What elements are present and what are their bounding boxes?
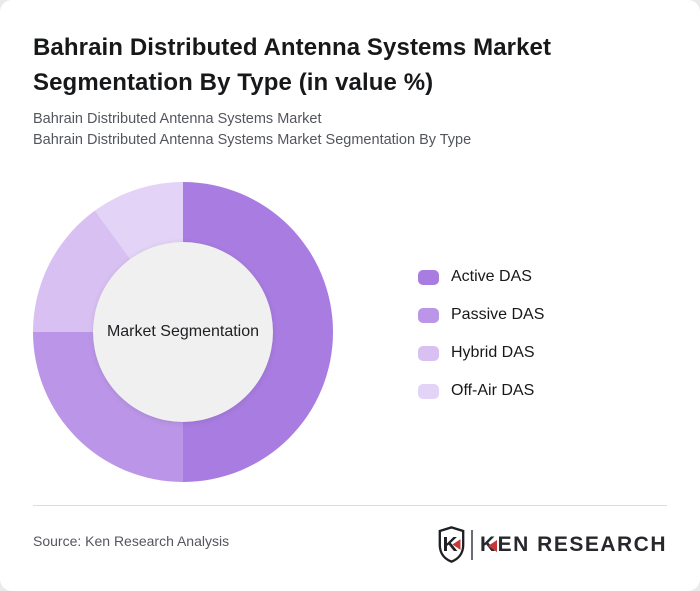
legend-swatch-passive-das	[418, 307, 439, 323]
subtitle-block: Bahrain Distributed Antenna Systems Mark…	[33, 109, 471, 151]
logo-rest: EN RESEARCH	[497, 532, 667, 556]
subtitle-line-1: Bahrain Distributed Antenna Systems Mark…	[33, 111, 322, 127]
svg-text:K: K	[443, 533, 458, 556]
logo-wordmark: K EN RESEARCH	[480, 533, 667, 557]
chart-legend: Active DAS Passive DAS Hybrid DAS Off-Ai…	[418, 268, 544, 420]
legend-label: Passive DAS	[451, 306, 545, 323]
donut-chart: Market Segmentation	[33, 182, 333, 482]
legend-item-off-air-das: Off-Air DAS	[418, 382, 544, 400]
source-text: Source: Ken Research Analysis	[33, 533, 230, 549]
legend-item-passive-das: Passive DAS	[418, 306, 544, 324]
page-title: Bahrain Distributed Antenna Systems Mark…	[33, 34, 552, 96]
legend-item-active-das: Active DAS	[418, 268, 544, 286]
logo-red-triangle-icon	[487, 539, 497, 552]
footer-divider	[33, 505, 667, 506]
subtitle-line-2: Bahrain Distributed Antenna Systems Mark…	[33, 132, 472, 148]
legend-item-hybrid-das: Hybrid DAS	[418, 344, 544, 362]
legend-label: Active DAS	[451, 268, 532, 285]
legend-label: Off-Air DAS	[451, 382, 535, 399]
ken-research-shield-icon: K	[438, 526, 465, 563]
ken-research-logo: K K EN RESEARCH	[438, 526, 667, 563]
legend-swatch-active-das	[418, 269, 439, 285]
legend-label: Hybrid DAS	[451, 344, 535, 361]
donut-center: Market Segmentation	[93, 242, 273, 422]
donut-center-label: Market Segmentation	[106, 323, 260, 340]
legend-swatch-off-air-das	[418, 383, 439, 399]
legend-swatch-hybrid-das	[418, 345, 439, 361]
logo-divider	[470, 529, 473, 560]
